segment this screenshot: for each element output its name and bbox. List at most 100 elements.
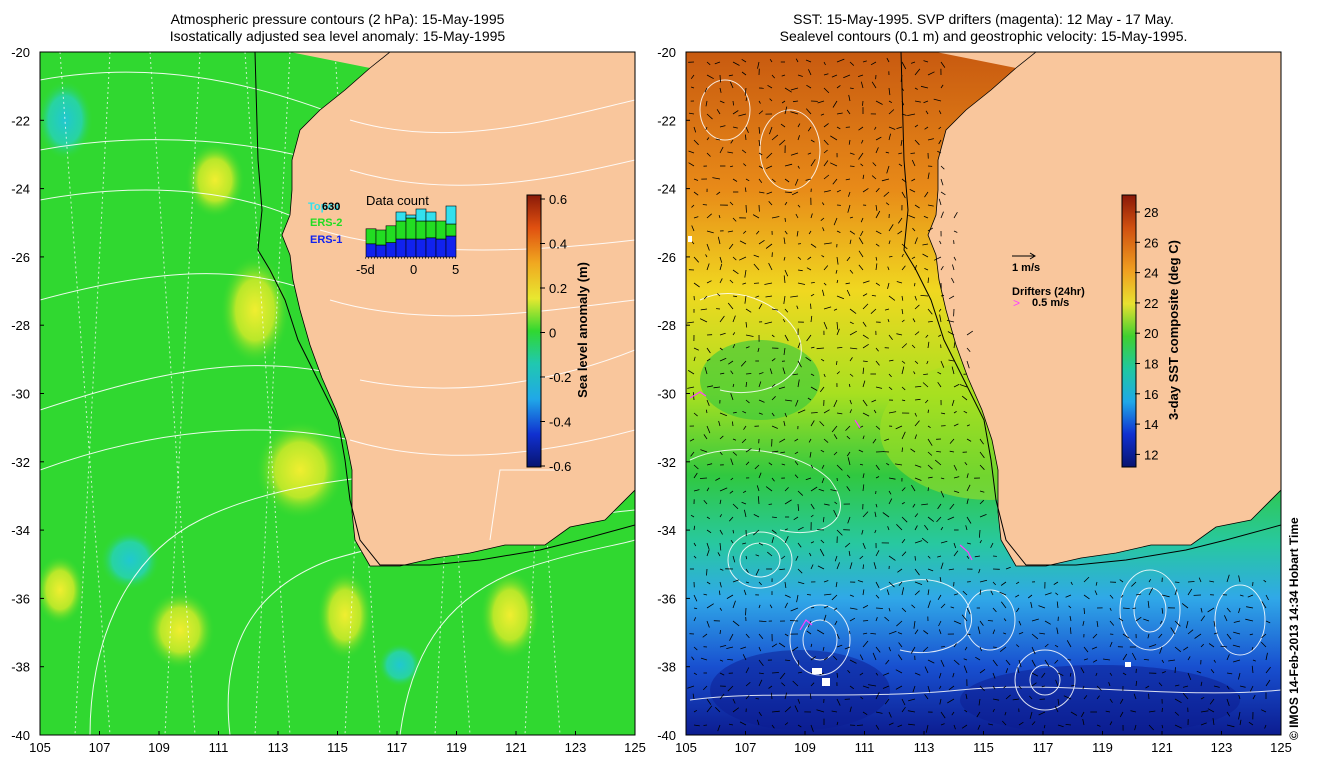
velocity-arrow xyxy=(784,87,792,93)
velocity-arrow xyxy=(1174,711,1180,716)
velocity-arrow xyxy=(757,61,760,69)
velocity-arrow xyxy=(740,646,747,650)
velocity-arrow xyxy=(831,710,838,713)
velocity-arrow xyxy=(862,360,868,362)
velocity-arrow xyxy=(937,371,942,375)
velocity-arrow xyxy=(729,165,734,168)
velocity-arrow xyxy=(795,213,799,219)
velocity-arrow xyxy=(1213,632,1218,635)
velocity-arrow xyxy=(849,269,854,274)
velocity-arrow xyxy=(808,230,812,235)
velocity-arrow xyxy=(940,61,946,68)
velocity-arrow xyxy=(966,438,972,442)
velocity-arrow xyxy=(1209,698,1215,705)
velocity-arrow xyxy=(1005,566,1011,570)
velocity-arrow xyxy=(858,449,864,453)
coastline xyxy=(927,52,1037,256)
velocity-arrow xyxy=(898,642,903,648)
velocity-arrow xyxy=(888,386,893,391)
velocity-arrow xyxy=(797,568,803,574)
velocity-arrow xyxy=(953,464,958,471)
lat-left-tick: -32 xyxy=(11,455,30,470)
velocity-arrow xyxy=(848,383,851,388)
velocity-arrow xyxy=(1249,633,1254,636)
sst-cool-eddy xyxy=(700,340,820,420)
velocity-arrow xyxy=(823,123,829,128)
data-count-bar-ers1 xyxy=(385,242,397,258)
lat-left-tick: -28 xyxy=(11,318,30,333)
velocity-arrow xyxy=(951,366,955,375)
velocity-arrow xyxy=(836,295,845,300)
lon-tick: 107 xyxy=(735,740,757,755)
velocity-arrow xyxy=(914,412,917,417)
velocity-arrow xyxy=(953,423,959,427)
velocity-arrow xyxy=(924,126,929,130)
velocity-arrow xyxy=(886,589,890,596)
velocity-arrow xyxy=(923,60,929,63)
lon-tick: 119 xyxy=(1092,740,1113,755)
velocity-arrow xyxy=(914,398,921,401)
legend-ers1: ERS-1 xyxy=(310,234,342,246)
velocity-arrow xyxy=(901,343,908,349)
velocity-arrow xyxy=(739,721,747,726)
velocity-arrow xyxy=(924,694,929,700)
data-count-bar-ers1 xyxy=(375,244,387,258)
sla-high-feature xyxy=(185,142,245,218)
velocity-arrow xyxy=(831,425,838,433)
velocity-arrow xyxy=(951,277,955,284)
velocity-arrow xyxy=(693,139,699,146)
velocity-arrow xyxy=(719,100,725,104)
velocity-arrow xyxy=(1031,646,1036,655)
velocity-arrow xyxy=(1143,618,1150,622)
velocity-arrow xyxy=(862,303,869,310)
velocity-arrow xyxy=(936,451,942,453)
velocity-arrow xyxy=(771,536,774,544)
velocity-arrow xyxy=(870,61,877,66)
velocity-arrow xyxy=(901,698,906,706)
velocity-arrow xyxy=(758,165,764,169)
velocity-arrow xyxy=(836,721,839,726)
velocity-arrow xyxy=(758,542,764,546)
velocity-arrow xyxy=(807,397,812,401)
velocity-arrow xyxy=(810,386,818,391)
velocity-arrow xyxy=(1109,620,1115,626)
velocity-arrow xyxy=(1159,646,1163,654)
velocity-arrow xyxy=(849,357,853,362)
velocity-arrow xyxy=(784,581,787,589)
velocity-arrow xyxy=(977,724,981,730)
velocity-arrow xyxy=(846,474,851,479)
velocity-arrow xyxy=(745,178,750,182)
velocity-arrow xyxy=(781,682,786,687)
velocity-arrow xyxy=(885,659,890,665)
velocity-arrow xyxy=(1044,659,1050,667)
velocity-arrow xyxy=(846,435,851,440)
velocity-arrow xyxy=(937,555,942,558)
velocity-arrow xyxy=(1209,580,1215,583)
velocity-arrow xyxy=(1119,711,1124,718)
velocity-arrow xyxy=(768,685,773,689)
velocity-arrow xyxy=(758,448,761,453)
velocity-arrow xyxy=(875,692,880,700)
velocity-arrow xyxy=(784,230,788,235)
velocity-arrow xyxy=(875,256,878,261)
velocity-arrow xyxy=(732,438,737,441)
velocity-arrow xyxy=(732,383,735,388)
velocity-arrow xyxy=(992,581,996,586)
velocity-arrow xyxy=(771,383,776,388)
velocity-arrow xyxy=(719,332,726,336)
lon-tick: 105 xyxy=(29,740,51,755)
velocity-arrow xyxy=(830,135,838,141)
velocity-arrow xyxy=(792,680,799,687)
velocity-arrow xyxy=(914,204,920,209)
velocity-arrow xyxy=(810,139,815,143)
velocity-arrow xyxy=(693,412,698,417)
velocity-arrow xyxy=(992,659,998,667)
velocity-arrow xyxy=(859,654,864,661)
velocity-arrow xyxy=(953,411,957,414)
sla-colorbar: 0.6 0.4 0.2 0 -0.2 -0.4 -0.6 Sea level anomaly… xyxy=(526,192,590,474)
velocity-arrow xyxy=(836,328,840,336)
velocity-arrow xyxy=(914,360,919,364)
velocity-arrow xyxy=(1080,711,1085,718)
velocity-arrow xyxy=(836,321,839,330)
velocity-arrow xyxy=(1096,724,1101,727)
